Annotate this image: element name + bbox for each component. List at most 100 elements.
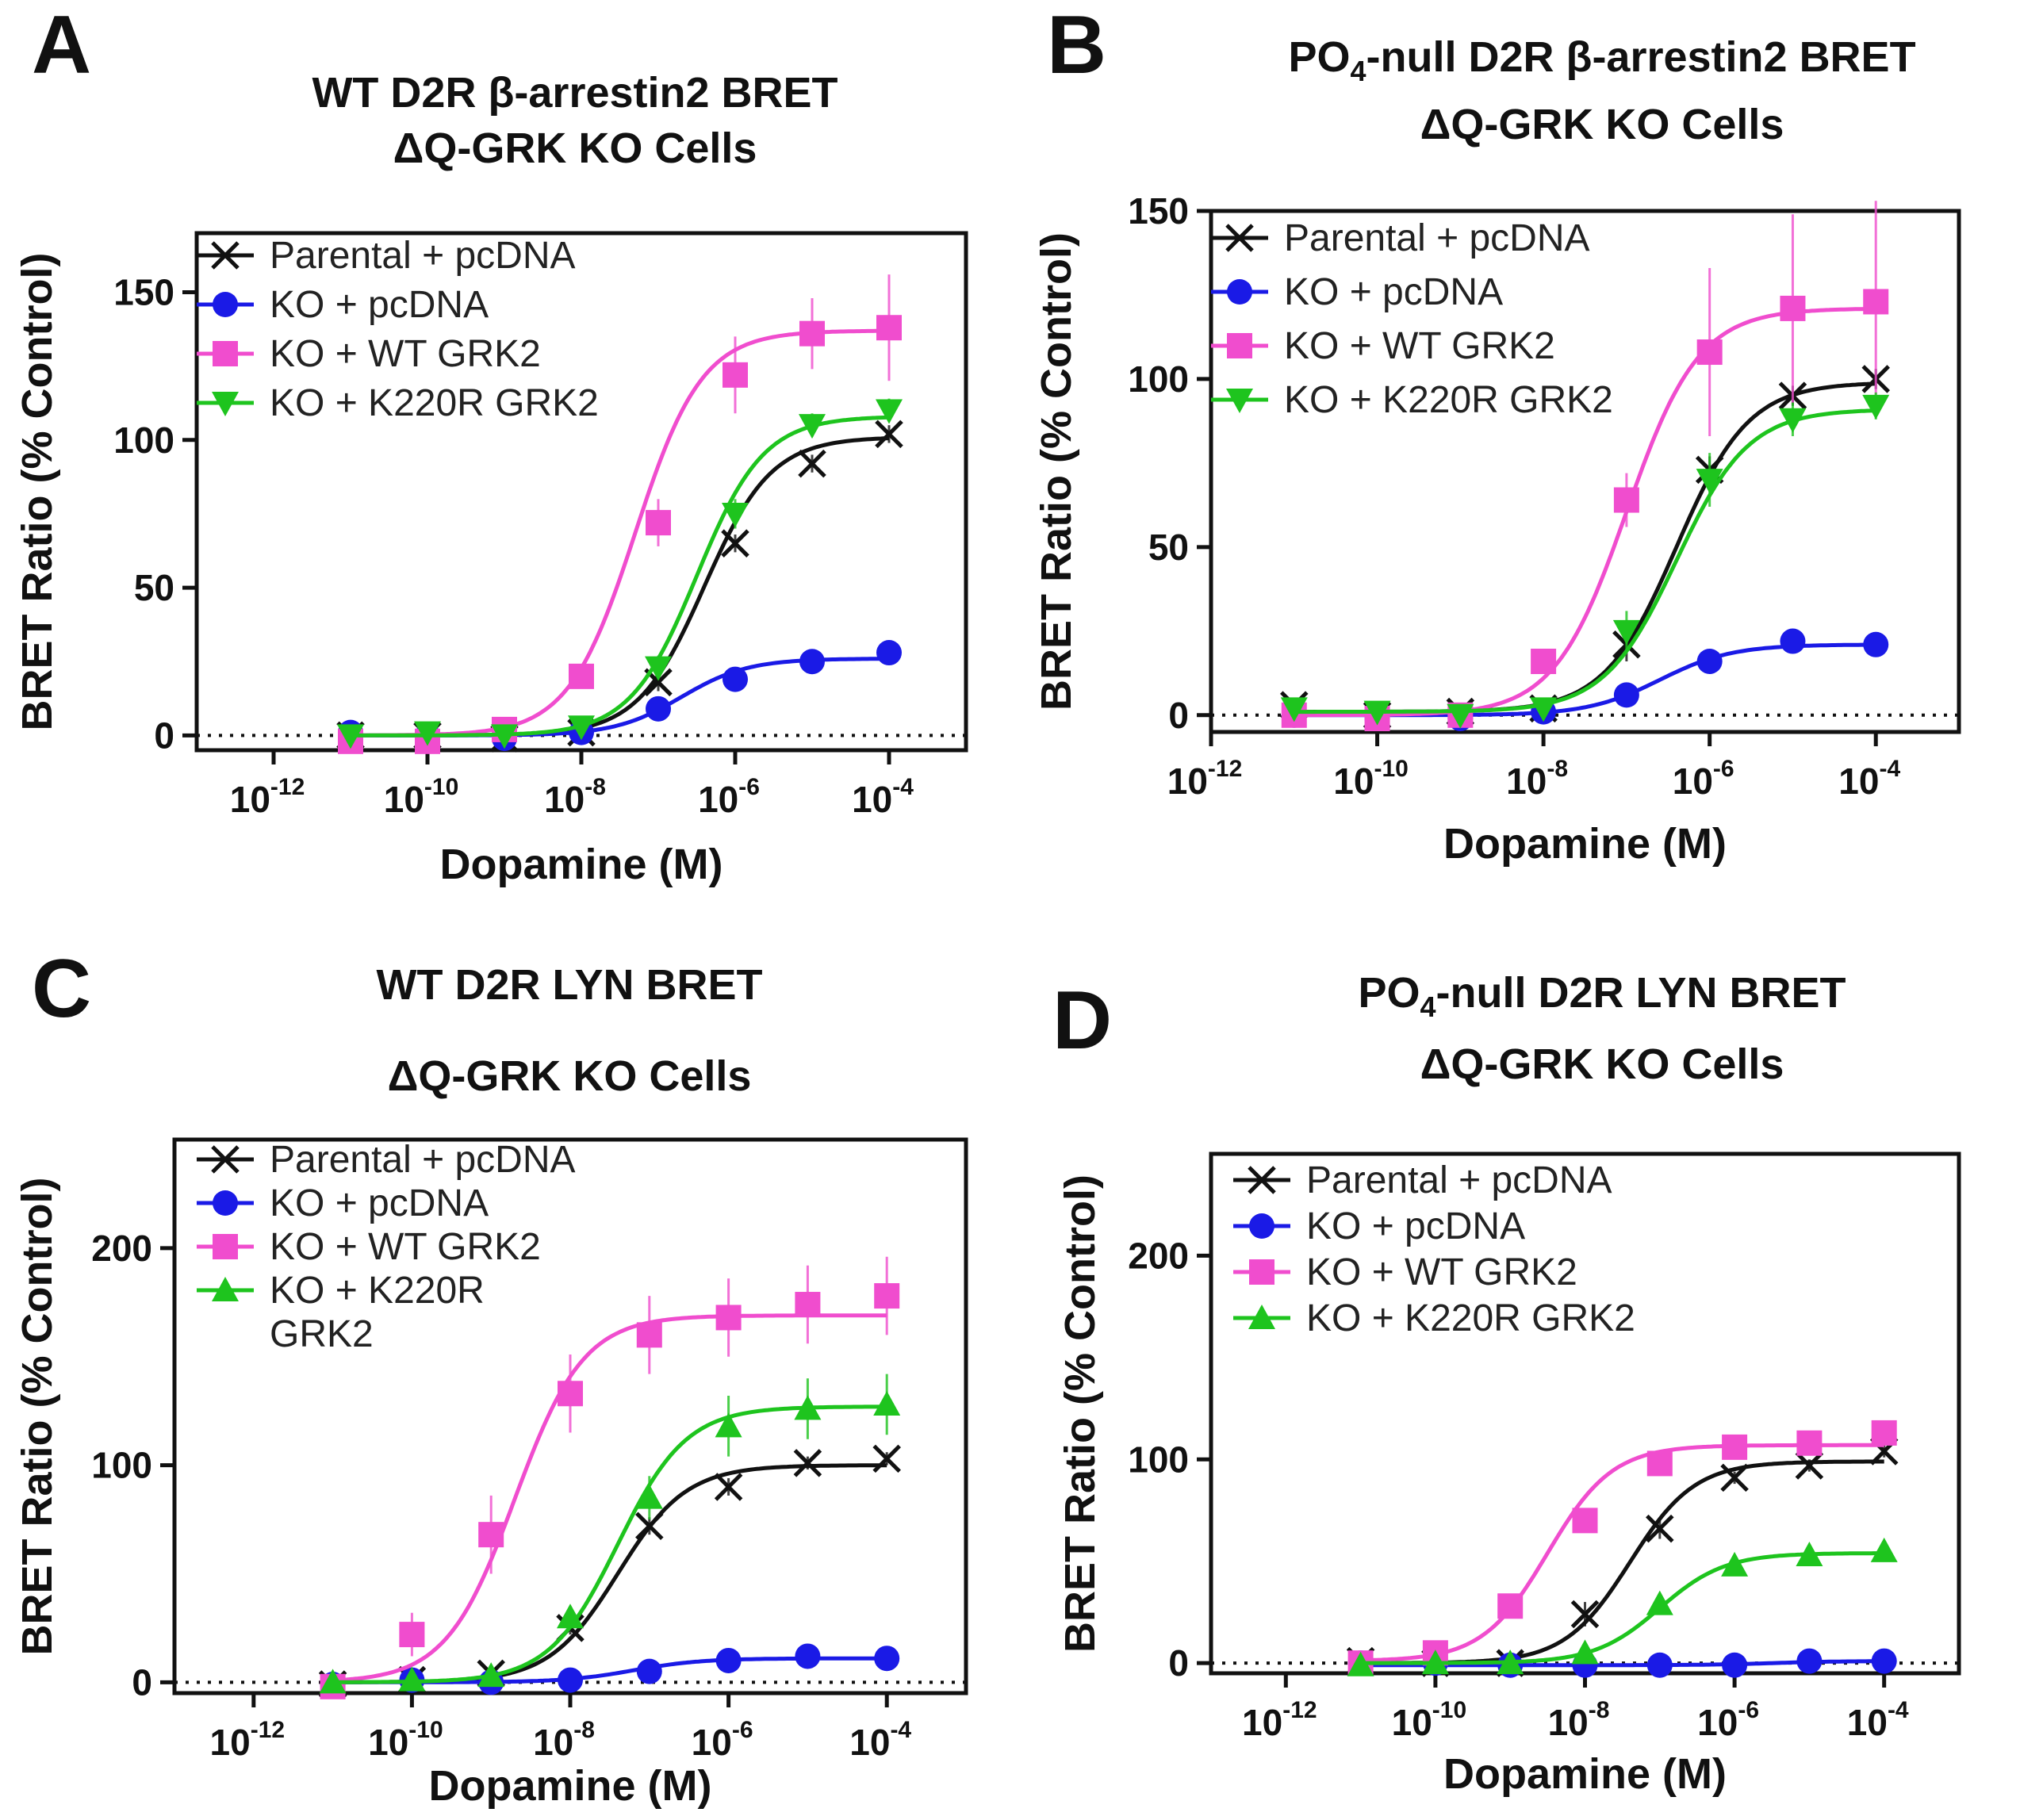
legend-label: KO + pcDNA <box>270 1182 489 1224</box>
plot-frame <box>1209 209 1961 734</box>
legend-label: KO + pcDNA <box>1306 1205 1525 1247</box>
data-point <box>558 1667 583 1693</box>
data-point <box>1497 1649 1524 1675</box>
series-ko-k220r-grk2 <box>1347 1537 1898 1676</box>
legend-label: Parental + pcDNA <box>1284 217 1590 259</box>
data-point <box>874 1283 900 1309</box>
chart-title-line: ΔQ-GRK KO Cells <box>1420 1040 1784 1088</box>
data-point <box>795 1292 821 1318</box>
x-tick-label: 10-8 <box>1548 1697 1610 1743</box>
data-point <box>874 1646 900 1672</box>
legend-marker <box>211 241 240 270</box>
legend-marker <box>1248 1305 1275 1329</box>
y-tick-label: 200 <box>91 1228 152 1269</box>
legend-label: KO + K220R <box>270 1270 485 1312</box>
y-axis-label: BRET Ratio (% Control) <box>1033 232 1080 711</box>
data-point <box>1795 1451 1824 1480</box>
legend-marker <box>1226 389 1253 413</box>
data-point <box>1570 1600 1600 1629</box>
data-point <box>723 362 748 388</box>
data-point <box>1796 1430 1823 1456</box>
x-tick-label: 10-6 <box>692 1717 753 1763</box>
data-point <box>1646 1514 1674 1543</box>
data-point <box>636 1322 662 1348</box>
x-tick-label: 10-12 <box>1242 1697 1317 1743</box>
y-tick-label: 100 <box>1128 1439 1189 1480</box>
data-point <box>1421 1649 1449 1675</box>
data-point <box>1363 700 1391 726</box>
x-axis-label: Dopamine (M) <box>440 841 723 888</box>
x-tick-label: 10-8 <box>1506 756 1568 802</box>
data-point <box>1862 394 1890 420</box>
panel-letter: D <box>1052 975 1112 1067</box>
panel-letter: C <box>32 943 91 1035</box>
legend-label: KO + WT GRK2 <box>270 333 541 375</box>
x-tick-label: 10-10 <box>384 774 459 820</box>
data-point <box>1497 1593 1524 1619</box>
x-axis-label: Dopamine (M) <box>1443 820 1727 868</box>
data-point <box>558 1381 583 1407</box>
legend-label: KO + pcDNA <box>270 284 489 326</box>
fit-curve <box>1294 408 1876 715</box>
fit-curve <box>1360 1551 1884 1665</box>
x-tick-label: 10-10 <box>1392 1697 1467 1743</box>
data-point <box>1871 1648 1897 1674</box>
fit-curve <box>332 1313 887 1683</box>
data-point <box>872 1444 901 1473</box>
data-point <box>1696 339 1723 366</box>
fit-curve <box>351 415 890 738</box>
panel-a: A WT D2R β-arrestin2 BRET ΔQ-GRK KO Cells 0… <box>13 0 968 888</box>
y-axis-label: BRET Ratio (% Control) <box>13 1178 61 1656</box>
legend-marker <box>1227 333 1252 358</box>
data-point <box>1531 648 1557 674</box>
panel-d: D PO4-null D2R LYN BRET ΔQ-GRK KO Cells 0 10… <box>1052 969 1961 1798</box>
data-point <box>875 420 903 449</box>
x-tick-label: 10-6 <box>1673 756 1734 802</box>
fit-curve <box>332 1404 887 1684</box>
data-point <box>568 715 595 741</box>
legend-label: KO + K220R GRK2 <box>1284 379 1613 421</box>
data-point <box>715 1647 742 1673</box>
data-point <box>1696 648 1723 674</box>
data-point <box>876 640 902 666</box>
x-tick-label: 10-6 <box>698 774 760 820</box>
y-tick-label: 0 <box>132 1661 152 1703</box>
legend-marker <box>213 292 238 317</box>
legend-label: KO + WT GRK2 <box>1306 1251 1577 1293</box>
x-tick-label: 10-4 <box>849 1717 911 1763</box>
data-point <box>1613 682 1639 708</box>
data-point <box>794 1395 822 1420</box>
x-tick-label: 10-8 <box>533 1717 595 1763</box>
chart-title-line: PO4-null D2R β-arrestin2 BRET <box>1288 33 1915 87</box>
panel-letter: B <box>1047 0 1106 91</box>
data-point <box>635 1484 663 1509</box>
legend-marker <box>1227 279 1252 305</box>
y-tick-label: 50 <box>134 567 174 608</box>
legend-marker <box>213 1234 238 1259</box>
data-point <box>1870 1537 1898 1562</box>
legend-label: KO + WT GRK2 <box>270 1226 541 1268</box>
x-tick-label: 10-4 <box>1847 1697 1909 1743</box>
data-point <box>1796 1542 1823 1567</box>
legend-label: KO + K220R GRK2 <box>1306 1297 1635 1339</box>
y-tick-label: 0 <box>1168 1642 1189 1684</box>
data-point <box>873 1390 901 1416</box>
data-point <box>1780 628 1806 654</box>
legend-label: GRK2 <box>270 1313 374 1355</box>
data-point <box>1796 1648 1823 1674</box>
chart-title-line: PO4-null D2R LYN BRET <box>1358 969 1846 1023</box>
legend-marker <box>1248 1166 1276 1194</box>
x-tick-label: 10-4 <box>852 774 914 820</box>
data-point <box>715 1305 742 1331</box>
legend-marker <box>1249 1259 1274 1285</box>
series-ko-k220r-grk2 <box>319 1374 901 1694</box>
data-point <box>1572 1508 1598 1534</box>
data-point <box>1646 1590 1673 1615</box>
data-point <box>635 1512 664 1540</box>
data-point <box>569 663 594 689</box>
